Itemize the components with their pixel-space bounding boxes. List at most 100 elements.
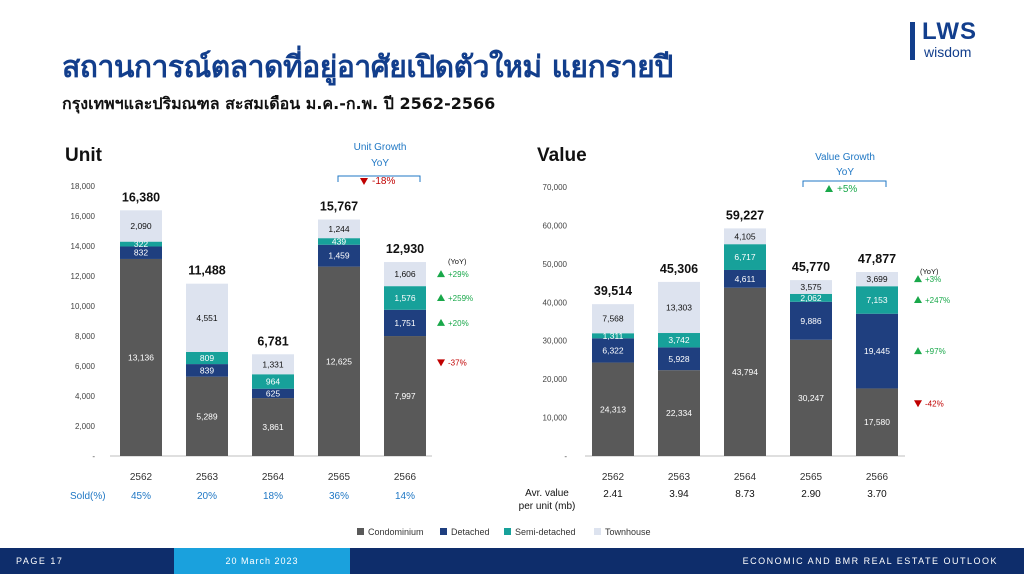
value-bottom-row-value-2565: 2.90 bbox=[801, 489, 821, 500]
unit-bar-semi-detached-2562 bbox=[120, 241, 162, 247]
value-growth-yoy-label: YoY bbox=[836, 167, 854, 178]
unit-y-tick-label: 12,000 bbox=[71, 272, 96, 281]
value-bar-semi-detached-2564 bbox=[724, 244, 766, 270]
unit-growth-title: Unit Growth bbox=[354, 142, 407, 153]
value-total-label-2563: 45,306 bbox=[660, 262, 698, 276]
unit-data-label-condominium-2564: 3,861 bbox=[262, 422, 284, 432]
value-data-label-semi-detached-2565: 2,062 bbox=[800, 293, 822, 303]
unit-bar-townhouse-2566 bbox=[384, 262, 426, 287]
value-data-label-condominium-2563: 22,334 bbox=[666, 408, 692, 418]
value-bar-townhouse-2564 bbox=[724, 228, 766, 245]
unit-total-label-2563: 11,488 bbox=[188, 264, 226, 278]
value-bar-condominium-2565 bbox=[790, 339, 832, 456]
value-data-label-semi-detached-2563: 3,742 bbox=[668, 335, 690, 345]
unit-yoy-down-arrow-icon bbox=[437, 359, 445, 367]
unit-data-label-semi-detached-2564: 964 bbox=[266, 376, 280, 386]
value-data-label-condominium-2564: 43,794 bbox=[732, 367, 758, 377]
unit-data-label-condominium-2565: 12,625 bbox=[326, 356, 352, 366]
legend-swatch-detached bbox=[440, 528, 447, 535]
sold-percent-label: Sold(%) bbox=[70, 491, 106, 502]
value-bar-condominium-2564 bbox=[724, 287, 766, 456]
value-yoy-up-arrow-icon bbox=[914, 295, 922, 303]
value-data-label-condominium-2565: 30,247 bbox=[798, 393, 824, 403]
value-data-label-detached-2563: 5,928 bbox=[668, 354, 690, 364]
value-data-label-detached-2566: 19,445 bbox=[864, 346, 890, 356]
unit-y-tick-label: 10,000 bbox=[71, 302, 96, 311]
value-bar-detached-2566 bbox=[856, 313, 898, 389]
unit-total-label-2565: 15,767 bbox=[320, 199, 358, 213]
legend-swatch-semi-detached bbox=[504, 528, 511, 535]
legend-label-detached: Detached bbox=[451, 527, 490, 537]
unit-total-label-2564: 6,781 bbox=[257, 334, 288, 348]
lws-logo: LWS wisdom bbox=[906, 18, 1006, 64]
unit-data-label-detached-2563: 839 bbox=[200, 365, 214, 375]
logo-sub: wisdom bbox=[924, 44, 972, 60]
value-data-label-townhouse-2563: 13,303 bbox=[666, 302, 692, 312]
unit-bottom-row-value-2565: 36% bbox=[329, 491, 349, 502]
unit-bar-condominium-2566 bbox=[384, 336, 426, 456]
value-data-label-detached-2565: 9,886 bbox=[800, 316, 822, 326]
value-growth-bracket bbox=[802, 180, 887, 187]
unit-bar-detached-2563 bbox=[186, 364, 228, 377]
page-title: สถานการณ์ตลาดที่อยู่อาศัยเปิดตัวใหม่ แยก… bbox=[62, 50, 673, 85]
value-bottom-row-value-2562: 2.41 bbox=[603, 489, 623, 500]
value-bar-townhouse-2563 bbox=[658, 281, 700, 334]
unit-yoy-up-arrow-icon bbox=[437, 270, 445, 278]
unit-bar-condominium-2565 bbox=[318, 266, 360, 456]
unit-bottom-row-value-2566: 14% bbox=[395, 491, 415, 502]
value-y-tick-label: 70,000 bbox=[543, 183, 568, 192]
unit-total-label-2566: 12,930 bbox=[386, 242, 424, 256]
value-bar-townhouse-2562 bbox=[592, 304, 634, 334]
unit-growth-down-arrow-icon bbox=[360, 178, 368, 185]
legend-swatch-condominium bbox=[357, 528, 364, 535]
value-total-label-2562: 39,514 bbox=[594, 284, 632, 298]
unit-data-label-townhouse-2563: 4,551 bbox=[196, 313, 218, 323]
value-bar-detached-2564 bbox=[724, 269, 766, 288]
avg-value-label-line2: per unit (mb) bbox=[519, 501, 576, 512]
footer-page-number: PAGE 17 bbox=[16, 556, 64, 566]
value-bottom-row-value-2566: 3.70 bbox=[867, 489, 887, 500]
unit-bar-detached-2562 bbox=[120, 246, 162, 259]
unit-y-tick-label: 18,000 bbox=[71, 182, 96, 191]
unit-yoy-header: (YoY) bbox=[448, 257, 467, 266]
unit-bottom-row-value-2564: 18% bbox=[263, 491, 283, 502]
unit-data-label-townhouse-2566: 1,606 bbox=[394, 269, 416, 279]
legend-label-condominium: Condominium bbox=[368, 527, 424, 537]
footer-date-band bbox=[174, 548, 350, 574]
unit-data-label-detached-2562: 832 bbox=[134, 248, 148, 258]
value-yoy-townhouse: +3% bbox=[925, 275, 941, 284]
unit-total-label-2562: 16,380 bbox=[122, 190, 160, 204]
value-bar-semi-detached-2566 bbox=[856, 286, 898, 314]
unit-x-tick-label-2564: 2564 bbox=[262, 472, 285, 483]
legend-swatch-townhouse bbox=[594, 528, 601, 535]
unit-y-tick-label: - bbox=[92, 452, 95, 461]
value-bar-detached-2565 bbox=[790, 301, 832, 340]
value-bar-detached-2562 bbox=[592, 338, 634, 363]
unit-y-tick-label: 8,000 bbox=[75, 332, 96, 341]
footer-report-title: ECONOMIC AND BMR REAL ESTATE OUTLOOK bbox=[742, 556, 998, 566]
value-bar-semi-detached-2562 bbox=[592, 333, 634, 339]
value-y-tick-label: 10,000 bbox=[543, 414, 568, 423]
unit-data-label-semi-detached-2562: 322 bbox=[134, 239, 148, 249]
unit-yoy-up-arrow-icon bbox=[437, 318, 445, 326]
unit-y-tick-label: 2,000 bbox=[75, 422, 96, 431]
value-y-tick-label: 40,000 bbox=[543, 298, 568, 307]
unit-yoy-condominium: -37% bbox=[448, 358, 467, 367]
value-bar-condominium-2562 bbox=[592, 362, 634, 456]
value-yoy-semi-detached: +247% bbox=[925, 296, 950, 305]
unit-bar-semi-detached-2566 bbox=[384, 286, 426, 310]
unit-growth-yoy-label: YoY bbox=[371, 158, 389, 169]
unit-bar-condominium-2562 bbox=[120, 258, 162, 456]
value-x-tick-label-2563: 2563 bbox=[668, 472, 691, 483]
value-data-label-townhouse-2564: 4,105 bbox=[734, 231, 756, 241]
value-bar-detached-2563 bbox=[658, 347, 700, 371]
value-bottom-row-value-2563: 3.94 bbox=[669, 489, 689, 500]
avg-value-label-line1: Avr. value bbox=[525, 488, 569, 499]
value-data-label-townhouse-2565: 3,575 bbox=[800, 282, 822, 292]
value-yoy-detached: +97% bbox=[925, 347, 946, 356]
value-data-label-townhouse-2566: 3,699 bbox=[866, 274, 888, 284]
unit-data-label-detached-2566: 1,751 bbox=[394, 318, 416, 328]
value-total-label-2565: 45,770 bbox=[792, 260, 830, 274]
